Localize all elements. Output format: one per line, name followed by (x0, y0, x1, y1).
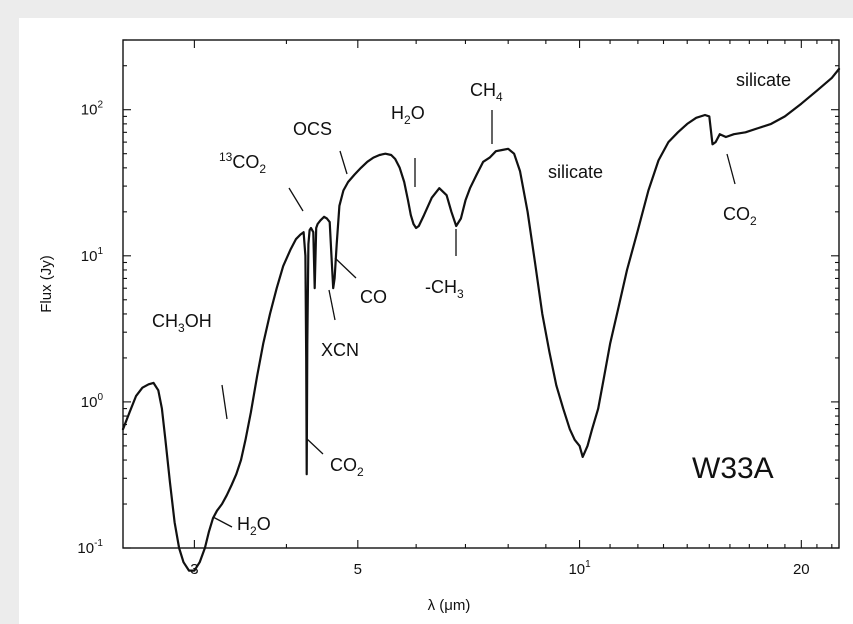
x-tick-label: 20 (793, 561, 810, 578)
x-tick-label: 5 (354, 561, 362, 578)
leader-13co2 (288, 187, 304, 212)
y-axis-title: Flux (Jy) (38, 255, 55, 313)
leader-co (334, 257, 357, 279)
axis-ticks (123, 39, 839, 549)
annotation-labels: CH3OH H2O 13CO2 CO2 XCN OCS CO H2O -CH3 … (152, 70, 791, 538)
label-13co2: 13CO2 (219, 150, 266, 176)
label-ch4: CH4 (470, 80, 503, 104)
label-silicate-10um: silicate (548, 162, 603, 182)
plot-frame (122, 39, 840, 549)
leader-ch3oh (221, 384, 228, 420)
label-co2-15um: CO2 (723, 204, 757, 228)
leader-co2-4um (305, 437, 324, 455)
leader-co2-15um (726, 153, 736, 185)
y-tick-label: 102 (81, 100, 104, 119)
x-tick-label: 101 (568, 559, 591, 578)
label-xcn: XCN (321, 340, 359, 360)
label-co2-4um: CO2 (330, 455, 364, 479)
leader-ocs (339, 150, 348, 175)
label-silicate-18um: silicate (736, 70, 791, 90)
spectrum-line (121, 67, 841, 572)
label-ocs: OCS (293, 119, 332, 139)
x-axis-title: λ (μm) (428, 597, 471, 614)
y-tick-label: 10-1 (77, 538, 103, 557)
label-co: CO (360, 287, 387, 307)
spectrum-figure: 3 5 101 20 10-1 100 101 102 CH3OH H2O 13CO2 CO2… (19, 18, 853, 624)
y-tick-label: 100 (81, 392, 104, 411)
leader-h2o-3um (212, 516, 233, 528)
y-tick-label: 101 (81, 246, 104, 265)
label-ch3oh: CH3OH (152, 311, 212, 335)
annotation-leaders (212, 110, 736, 528)
panel-label: W33A (692, 452, 774, 485)
label-ch3: -CH3 (425, 277, 464, 301)
label-h2o-3um: H2O (237, 514, 271, 538)
leader-xcn (328, 289, 336, 321)
label-h2o-6um: H2O (391, 103, 425, 127)
